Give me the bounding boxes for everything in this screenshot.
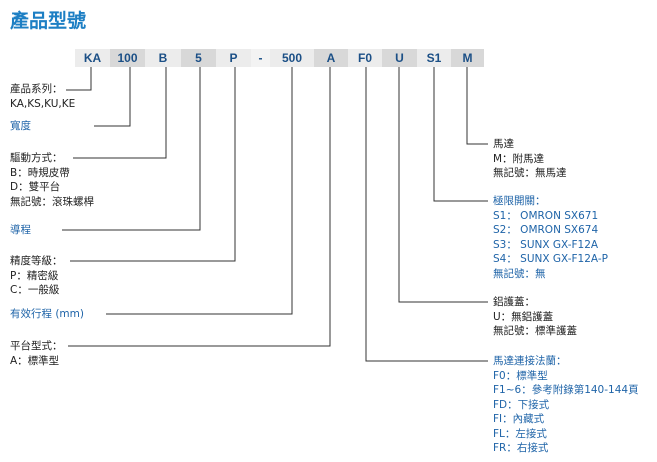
code-segment: B <box>145 49 181 67</box>
accuracy-group: 精度等級： P：精密級 C：一般級 <box>10 254 63 298</box>
flange-item: F1~6：參考附錄第140-144頁 <box>493 384 639 396</box>
drive-item: D：雙平台 <box>10 181 61 193</box>
limit-item: S2： OMRON SX674 <box>493 224 599 236</box>
table-item: A：標準型 <box>10 354 60 367</box>
flange-group: 馬達連接法蘭： F0：標準型 F1~6：參考附錄第140-144頁 FD：下接式… <box>493 354 639 456</box>
code-segment: S1 <box>417 49 451 67</box>
series-group: 產品系列： KA,KS,KU,KE <box>10 82 75 111</box>
lead-label: 導程 <box>10 224 31 236</box>
limit-group: 極限開關： S1： OMRON SX671 S2： OMRON SX674 S3… <box>493 194 608 281</box>
code-segment: M <box>451 49 484 67</box>
cover-label: 鋁護蓋： <box>493 296 535 308</box>
code-segment: P <box>216 49 251 67</box>
code-segment: - <box>251 49 270 67</box>
flange-item: FD：下接式 <box>493 398 550 411</box>
code-segment: A <box>314 49 348 67</box>
code-segment: KA <box>75 49 110 67</box>
table-group: 平台型式： A：標準型 <box>10 339 63 368</box>
cover-group: 鋁護蓋： U：無鋁護蓋 無記號：標準護蓋 <box>493 295 577 339</box>
motor-label: 馬達 <box>493 138 514 150</box>
flange-item: FL：左接式 <box>493 427 547 440</box>
limit-item: S4： SUNX GX-F12A-P <box>493 253 608 265</box>
series-value: KA,KS,KU,KE <box>10 97 76 110</box>
code-segment: U <box>382 49 417 67</box>
width-label: 寬度 <box>10 120 31 132</box>
flange-item: FI：內藏式 <box>493 413 545 425</box>
code-segment: F0 <box>348 49 382 67</box>
limit-label: 極限開關： <box>493 195 546 207</box>
limit-item: 無記號：無 <box>493 267 546 280</box>
model-code-bar: KA 100 B 5 P - 500 A F0 U S1 M <box>75 49 484 67</box>
cover-item: U：無鋁護蓋 <box>493 310 554 323</box>
accuracy-label: 精度等級： <box>10 255 63 267</box>
code-segment: 100 <box>110 49 145 67</box>
cover-item: 無記號：標準護蓋 <box>493 325 577 337</box>
flange-item: FR：右接式 <box>493 442 549 454</box>
motor-item: 無記號：無馬達 <box>493 167 567 179</box>
code-segment: 500 <box>270 49 314 67</box>
series-label: 產品系列： <box>10 83 63 95</box>
code-segment: 5 <box>181 49 216 67</box>
drive-group: 驅動方式： B：時規皮帶 D：雙平台 無記號：滾珠螺桿 <box>10 151 94 209</box>
motor-item: M：附馬達 <box>493 152 545 165</box>
limit-item: S1： OMRON SX671 <box>493 209 599 222</box>
flange-label: 馬達連接法蘭： <box>493 355 567 367</box>
motor-group: 馬達 M：附馬達 無記號：無馬達 <box>493 137 567 181</box>
accuracy-item: C：一般級 <box>10 284 60 296</box>
limit-item: S3： SUNX GX-F12A <box>493 238 599 251</box>
table-label: 平台型式： <box>10 340 63 352</box>
drive-item: 無記號：滾珠螺桿 <box>10 195 94 208</box>
stroke-label: 有效行程 (mm) <box>10 308 84 320</box>
drive-item: B：時規皮帶 <box>10 166 70 179</box>
page-title: 產品型號 <box>10 10 87 32</box>
flange-item: F0：標準型 <box>493 369 548 382</box>
accuracy-item: P：精密級 <box>10 269 59 282</box>
drive-label: 驅動方式： <box>10 152 63 164</box>
